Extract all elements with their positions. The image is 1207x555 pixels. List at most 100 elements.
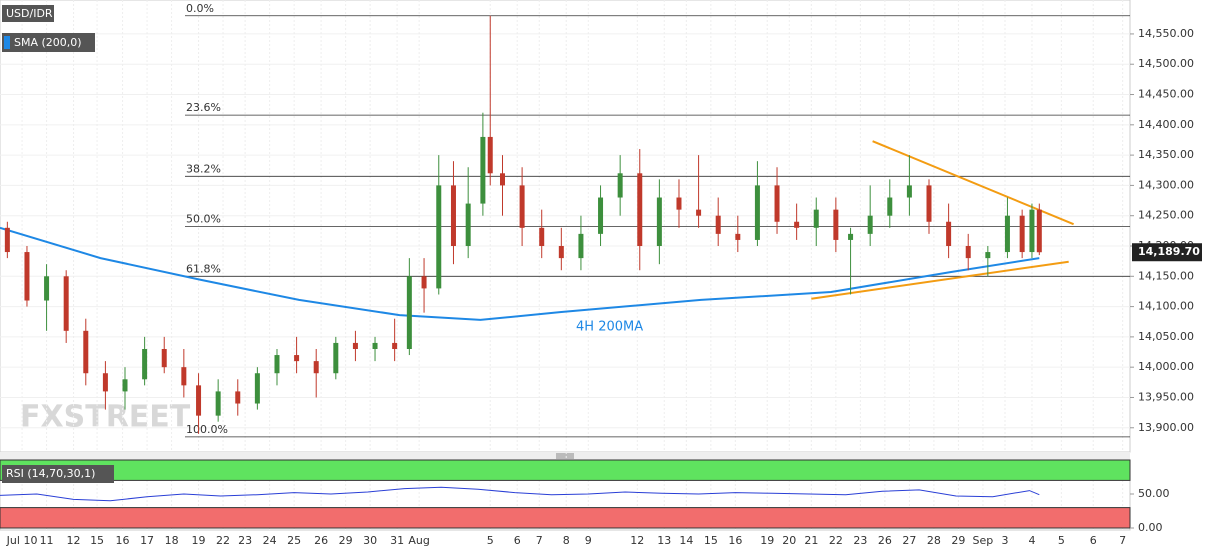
y-tick-label: 14,250.00 xyxy=(1138,209,1194,222)
candle-body xyxy=(794,221,800,228)
candle-body xyxy=(926,185,932,222)
candle-body xyxy=(372,342,378,349)
candle-body xyxy=(235,391,241,404)
x-tick-label: 16 xyxy=(728,534,742,547)
x-tick-label: Sep xyxy=(973,534,994,547)
x-tick-label: 15 xyxy=(90,534,104,547)
candle-body xyxy=(867,215,873,234)
y-tick-label: 13,900.00 xyxy=(1138,421,1194,434)
candle-body xyxy=(254,373,260,404)
rsi-oversold xyxy=(0,507,1131,529)
x-tick-label: 16 xyxy=(116,534,130,547)
x-tick-label: 3 xyxy=(1001,534,1008,547)
candle-body xyxy=(656,197,662,246)
candle-body xyxy=(637,173,643,246)
y-tick-label: 14,150.00 xyxy=(1138,269,1194,282)
sma-box xyxy=(2,33,95,52)
x-tick-label: 4 xyxy=(1028,534,1035,547)
candle-body xyxy=(1029,209,1035,253)
x-tick-label: Aug xyxy=(408,534,429,547)
rsi-box xyxy=(2,465,114,483)
candle-body xyxy=(735,233,741,240)
candle-body xyxy=(196,385,202,416)
x-tick-label: 19 xyxy=(192,534,206,547)
x-tick-label: 22 xyxy=(829,534,843,547)
x-tick-label: 30 xyxy=(363,534,377,547)
x-tick-label: 21 xyxy=(804,534,818,547)
x-tick-label: 25 xyxy=(287,534,301,547)
candle-body xyxy=(421,276,427,289)
price-panel xyxy=(0,0,1131,453)
candle-body xyxy=(313,361,319,374)
candle-body xyxy=(83,330,89,374)
trendline xyxy=(811,260,1069,300)
candle-body xyxy=(848,233,854,240)
candle-body xyxy=(436,185,442,289)
fib-label: 100.0% xyxy=(186,423,228,436)
candle-body xyxy=(406,276,412,349)
symbol-label: USD/IDR xyxy=(6,7,53,20)
candle-body xyxy=(617,173,623,198)
x-tick-label: 31 xyxy=(390,534,404,547)
x-tick-label: 20 xyxy=(782,534,796,547)
rsi-tick-label: 0.00 xyxy=(1138,521,1163,534)
candle-body xyxy=(558,245,564,259)
y-tick-label: 14,450.00 xyxy=(1138,88,1194,101)
fib-label: 23.6% xyxy=(186,101,221,114)
candle-body xyxy=(142,348,148,380)
x-tick-label: 5 xyxy=(1058,534,1065,547)
last-price-box xyxy=(1132,243,1202,262)
candle-body xyxy=(44,276,50,301)
candle-body xyxy=(676,197,682,210)
x-tick-label: 6 xyxy=(514,534,521,547)
candle-body xyxy=(392,342,398,349)
x-tick-label: 26 xyxy=(314,534,328,547)
fib-label: 38.2% xyxy=(186,162,221,175)
candle-body xyxy=(274,355,280,374)
candle-body xyxy=(465,203,471,246)
candle-body xyxy=(480,136,486,204)
candle-body xyxy=(754,185,760,240)
x-tick-label: 19 xyxy=(760,534,774,547)
y-tick-label: 14,350.00 xyxy=(1138,148,1194,161)
candle-body xyxy=(519,185,525,228)
candle-body xyxy=(1036,209,1042,253)
candle-body xyxy=(487,136,493,174)
x-tick-label: 11 xyxy=(40,534,54,547)
candle-body xyxy=(122,379,128,392)
x-tick-label: 18 xyxy=(165,534,179,547)
y-tick-label: 14,000.00 xyxy=(1138,360,1194,373)
y-tick-label: 14,100.00 xyxy=(1138,300,1194,313)
candle-body xyxy=(102,373,108,392)
candle-body xyxy=(578,233,584,259)
candle-body xyxy=(1004,215,1010,253)
sma-swatch xyxy=(4,36,10,49)
y-tick-label: 14,500.00 xyxy=(1138,57,1194,70)
x-tick-label: 23 xyxy=(853,534,867,547)
candle-body xyxy=(774,185,780,222)
x-tick-label: 13 xyxy=(657,534,671,547)
fib-label: 61.8% xyxy=(186,262,221,275)
x-tick-label: 8 xyxy=(563,534,570,547)
candle-body xyxy=(352,342,358,349)
candle-body xyxy=(813,209,819,228)
y-tick-label: 14,050.00 xyxy=(1138,330,1194,343)
x-tick-label: 9 xyxy=(585,534,592,547)
candle-body xyxy=(499,173,505,186)
y-tick-label: 13,950.00 xyxy=(1138,390,1194,403)
annotation: 4H 200MA xyxy=(576,320,643,335)
rsi-label: RSI (14,70,30,1) xyxy=(6,467,95,480)
candle-body xyxy=(4,227,10,253)
y-tick-label: 14,550.00 xyxy=(1138,27,1194,40)
x-tick-label: 26 xyxy=(878,534,892,547)
x-tick-label: 12 xyxy=(67,534,81,547)
fib-label: 0.0% xyxy=(186,2,214,15)
x-tick-label: 12 xyxy=(630,534,644,547)
divider-handle[interactable] xyxy=(556,453,574,459)
candle-body xyxy=(63,276,69,331)
fib-label: 50.0% xyxy=(186,213,221,226)
x-tick-label: 29 xyxy=(339,534,353,547)
sma-label: SMA (200,0) xyxy=(14,36,82,49)
last-price-label: 14,189.70 xyxy=(1138,245,1200,258)
